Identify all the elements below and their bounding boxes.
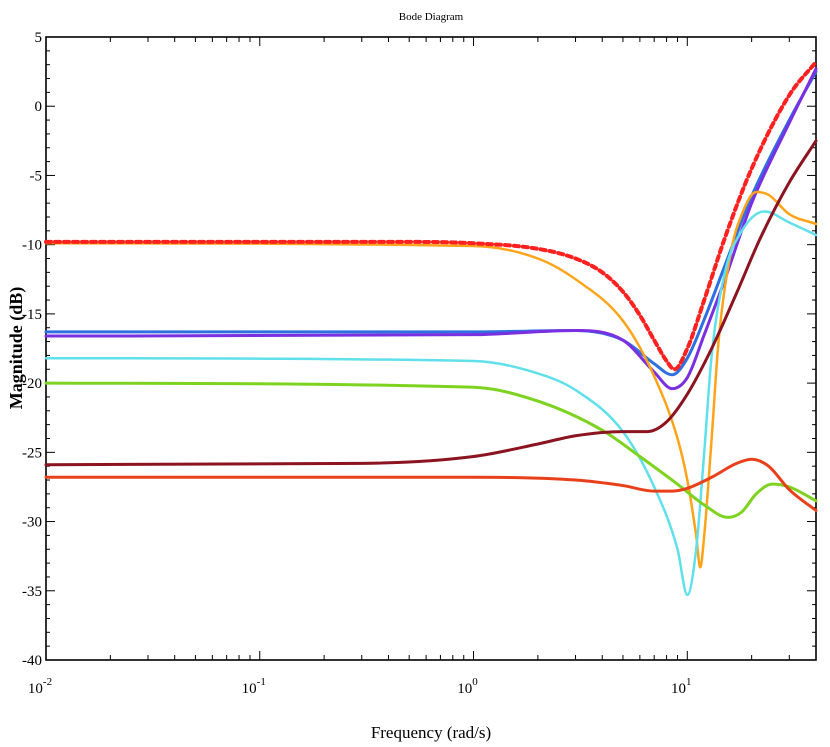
x-tick-label: 10-1 [242,676,266,697]
series-line-3 [44,190,818,569]
y-tick-label: 5 [35,30,43,46]
y-axis-label: Magnitude (dB) [6,287,27,410]
x-tick-labels: 10-2 10-1 100 101 [28,676,692,697]
series-line-8 [44,59,818,372]
series-line-4 [44,210,818,597]
y-tick-label: -10 [22,238,42,254]
series-layer [44,59,818,597]
x-tick-label: 101 [671,676,692,697]
series-line-2 [44,67,818,391]
chart-title: Bode Diagram [399,11,464,23]
y-tick-label: -35 [22,584,42,600]
plot-area [45,36,817,661]
series-line-5 [44,381,818,519]
x-tick-label: 10-2 [28,676,52,697]
y-tick-label: -20 [22,376,42,392]
x-tick-label: 100 [457,676,478,697]
y-tick-label: -5 [30,168,43,184]
y-tick-label: -40 [22,653,42,669]
y-tick-label: 0 [35,99,43,115]
series-line-7 [44,457,818,512]
y-tick-label: -25 [22,445,42,461]
x-axis-label: Frequency (rad/s) [371,723,491,742]
axis-ticks [45,36,817,661]
y-tick-label: -15 [22,307,42,323]
y-tick-label: -30 [22,515,42,531]
series-line-1 [44,70,818,377]
series-line-6 [44,139,818,467]
y-tick-labels: 5 0 -5 -10 -15 -20 -25 -30 -35 -40 [22,30,42,669]
